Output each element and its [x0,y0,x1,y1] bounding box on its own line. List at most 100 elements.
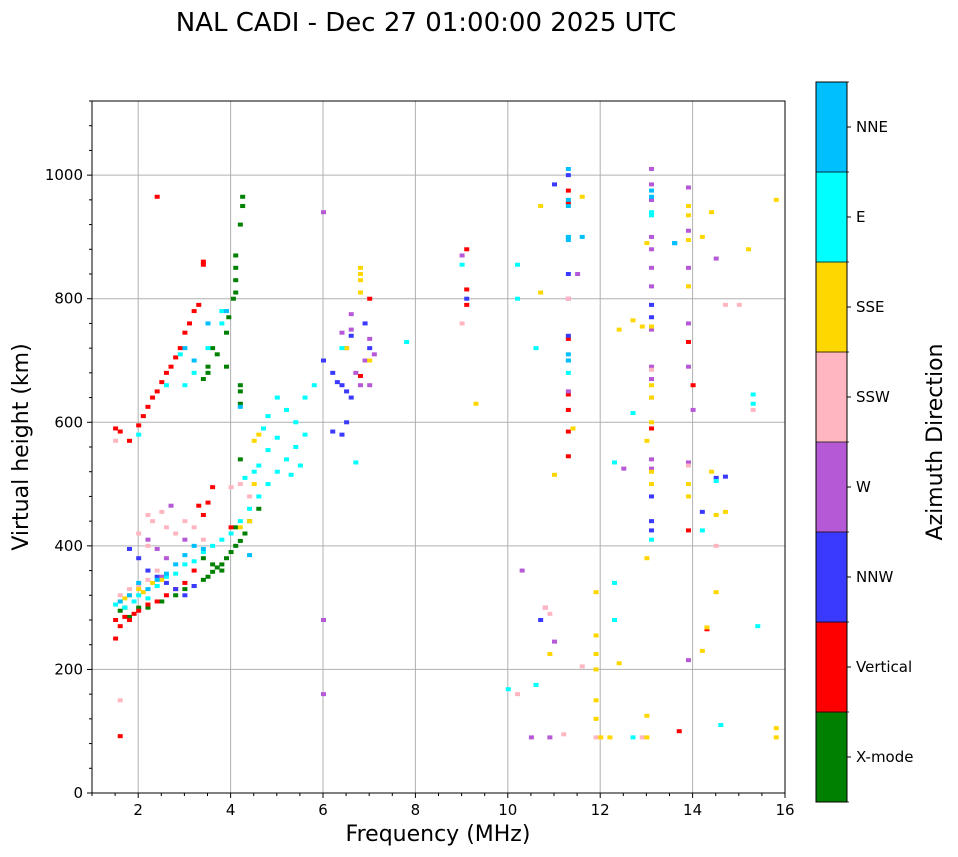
data-point [242,475,248,480]
data-point [565,188,571,193]
data-point [205,370,211,375]
data-point [113,618,119,622]
data-point [722,302,728,307]
data-point [122,614,128,619]
data-point [126,614,132,619]
x-tick-label: 10 [498,801,517,819]
data-point [565,352,571,357]
data-point [699,509,705,514]
data-point [237,538,243,543]
data-point [223,556,229,561]
data-point [228,531,234,536]
data-point [685,463,691,468]
data-point [649,537,655,542]
data-point [464,247,470,252]
data-point [182,537,188,542]
colorbar-swatch [816,622,847,713]
data-point [367,336,373,341]
data-point [649,367,655,372]
data-point [690,407,696,412]
data-point [136,608,142,613]
data-point [685,265,691,270]
colorbar-label: SSW [856,388,890,406]
data-point [163,383,169,388]
data-point [552,639,557,644]
data-point [122,605,128,610]
data-point [223,309,229,314]
data-point [649,466,655,471]
data-point [321,692,326,697]
data-point [649,426,655,431]
data-point [237,401,243,406]
data-point [565,429,571,434]
data-point [459,262,465,267]
data-point [293,445,299,449]
data-point [565,336,571,341]
data-point [251,482,257,487]
data-point [210,543,216,548]
data-point [746,247,752,252]
data-point [191,358,197,363]
data-point [593,667,599,672]
data-point [649,395,655,400]
data-point [136,432,142,437]
data-point [736,302,742,307]
data-point [200,556,206,561]
data-point [699,528,705,533]
data-point [200,550,206,555]
data-point [265,448,271,453]
data-point [233,543,239,548]
data-point [182,330,188,335]
data-point [251,438,257,443]
data-point [649,197,655,202]
data-point [334,380,340,385]
data-point [685,213,691,218]
data-point [515,692,521,697]
x-tick-label: 14 [683,801,702,819]
data-point [649,420,655,425]
data-point [159,574,165,579]
data-point [240,194,246,199]
data-point [722,509,728,514]
data-point [145,596,151,601]
data-point [191,525,197,530]
colorbar-frame [815,81,848,803]
chart-title: NAL CADI - Dec 27 01:00:00 2025 UTC [176,8,676,38]
data-point [274,435,280,440]
data-point [265,414,271,419]
data-point [154,599,160,604]
data-point [565,197,571,202]
data-point [247,506,253,511]
data-point [126,438,132,443]
data-point [709,469,715,474]
data-point [274,469,280,474]
data-point [182,553,188,558]
data-point [136,531,142,536]
data-point [173,531,179,536]
data-point [649,482,655,487]
data-point [685,238,691,243]
data-point [565,200,571,205]
data-point [113,438,119,443]
data-point [210,485,216,490]
data-point [464,296,470,301]
data-point [126,546,132,551]
data-point [593,735,599,740]
data-point [113,602,119,607]
data-point [233,290,239,295]
data-point [196,503,202,508]
data-point [644,438,650,443]
data-point [339,383,345,388]
data-point [214,565,220,570]
data-point [644,735,650,740]
data-point [515,262,521,267]
data-point [649,494,655,499]
data-point [140,414,146,419]
data-point [649,383,655,388]
data-point [598,735,604,740]
x-tick-label: 12 [591,801,610,819]
data-point [126,593,132,598]
data-point [145,568,151,573]
y-tick-label: 0 [73,784,83,802]
data-point [713,590,719,595]
